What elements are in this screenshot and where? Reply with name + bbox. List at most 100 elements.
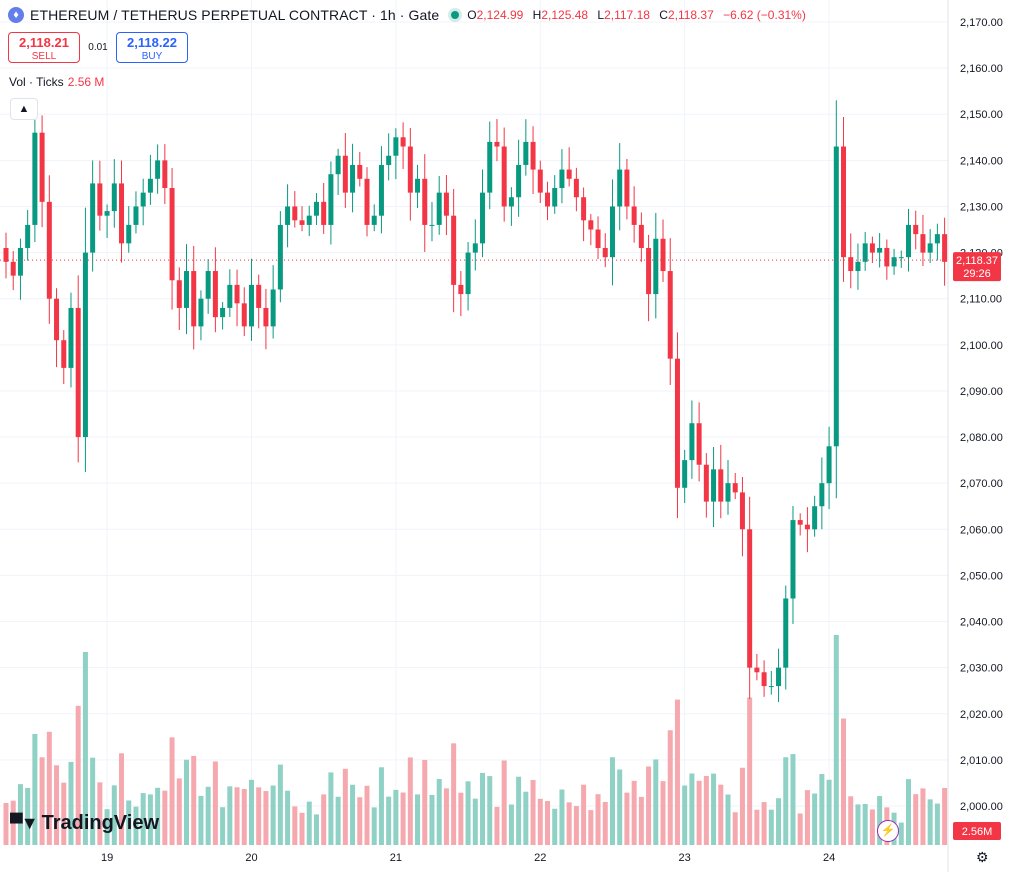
- candle-body: [386, 155, 392, 165]
- time-axis[interactable]: 19 20 21 22 23 24: [101, 852, 835, 864]
- candle-body: [761, 672, 767, 687]
- candle-body: [263, 307, 269, 327]
- volume-bar: [212, 761, 218, 845]
- volume-bar: [906, 779, 911, 845]
- volume-bar: [220, 807, 226, 845]
- sell-button[interactable]: 2,118.21 SELL: [8, 32, 80, 63]
- y-tick-label: 2,060.00: [960, 524, 1003, 536]
- lightning-icon[interactable]: ⚡: [877, 820, 899, 842]
- volume-bar: [494, 806, 500, 845]
- sell-price: 2,118.21: [19, 35, 69, 50]
- candle-body: [739, 492, 745, 530]
- volume-bar: [75, 705, 81, 845]
- candle-body: [862, 243, 868, 262]
- candle-body: [97, 183, 103, 216]
- candle-body: [17, 247, 23, 276]
- candle-body: [653, 238, 659, 295]
- volume-bar: [812, 793, 818, 845]
- ethereum-icon[interactable]: ♦: [8, 7, 24, 23]
- volume-bar: [508, 804, 514, 845]
- volume-bar: [638, 796, 644, 845]
- volume-bar: [501, 760, 507, 845]
- volume-legend[interactable]: Vol · Ticks 2.56 M: [9, 75, 104, 89]
- candle-body: [248, 284, 254, 327]
- candle-body: [32, 132, 38, 225]
- volume-bar: [104, 809, 110, 845]
- buy-price: 2,118.22: [127, 35, 177, 50]
- candle-body: [841, 146, 847, 258]
- volume-badge: [953, 822, 1001, 840]
- candle-body: [660, 238, 666, 272]
- chevron-up-icon[interactable]: ▲: [10, 98, 38, 120]
- volume-bar: [371, 807, 377, 845]
- volume-bar: [934, 803, 940, 845]
- y-tick-label: 2,140.00: [960, 155, 1003, 167]
- x-tick-label: 22: [534, 852, 546, 864]
- volume-bar: [674, 699, 680, 845]
- volume-bar: [689, 773, 695, 845]
- candle-body: [68, 307, 74, 368]
- volume-bar: [126, 800, 132, 845]
- volume-bar: [783, 757, 789, 845]
- candle-body: [552, 188, 558, 207]
- candle-body: [277, 224, 283, 290]
- gear-icon[interactable]: ⚙: [976, 849, 989, 865]
- candle-body: [523, 141, 529, 165]
- chart-header: ♦ ETHEREUM / TETHERUS PERPETUAL CONTRACT…: [8, 7, 812, 23]
- candle-body: [350, 164, 356, 193]
- candle-body: [674, 358, 680, 488]
- candle-body: [487, 141, 493, 193]
- candle-body: [602, 247, 608, 258]
- volume-bar: [119, 753, 125, 845]
- buy-button[interactable]: 2,118.22 BUY: [116, 32, 188, 63]
- volume-bar: [313, 814, 319, 845]
- candle-body: [516, 164, 522, 198]
- candle-body: [501, 146, 507, 207]
- candle-body: [400, 137, 406, 147]
- candle-body: [212, 271, 218, 318]
- volume-bar: [530, 780, 536, 845]
- volume-bar: [436, 779, 442, 845]
- y-tick-label: 2,040.00: [960, 617, 1003, 629]
- price-axis[interactable]: 2,170.00 2,160.00 2,150.00 2,140.00 2,130.00…: [960, 17, 1003, 813]
- candle-body: [480, 192, 486, 244]
- volume-bar: [472, 798, 478, 845]
- volume-bar: [263, 791, 269, 845]
- candle-body: [191, 271, 197, 327]
- volume-bar: [696, 780, 702, 845]
- candle-body: [768, 686, 774, 688]
- trade-panel: 2,118.21 SELL 0.01 2,118.22 BUY: [8, 32, 188, 63]
- volume-bar: [61, 782, 67, 845]
- x-tick-label: 23: [679, 852, 691, 864]
- volume-bar: [581, 784, 587, 845]
- volume-bar: [25, 787, 31, 845]
- volume-bar: [617, 769, 623, 845]
- candle-body: [422, 178, 428, 225]
- volume-bar: [653, 759, 659, 845]
- candle-body: [783, 598, 789, 668]
- volume-bar: [804, 790, 810, 845]
- y-tick-label: 2,170.00: [960, 17, 1003, 29]
- volume-bar: [357, 797, 363, 845]
- candle-body: [848, 257, 854, 272]
- volume-bar: [898, 822, 904, 845]
- spread-value: 0.01: [88, 42, 108, 53]
- candle-body: [465, 252, 471, 295]
- volume-bar: [422, 759, 428, 845]
- candle-body: [667, 271, 673, 359]
- volume-bar: [227, 786, 233, 845]
- volume-bar: [761, 802, 767, 845]
- candle-body: [942, 234, 948, 262]
- buy-label: BUY: [141, 51, 163, 62]
- tradingview-logo[interactable]: ▀▼ TradingView: [10, 812, 159, 835]
- candle-body: [609, 206, 615, 258]
- candle-body: [90, 183, 96, 253]
- symbol-title[interactable]: ETHEREUM / TETHERUS PERPETUAL CONTRACT ·…: [30, 7, 440, 23]
- candle-body: [155, 160, 161, 179]
- volume-bar: [429, 794, 435, 845]
- volume-bar: [205, 786, 211, 845]
- y-tick-label: 2,130.00: [960, 201, 1003, 213]
- candle-body: [682, 460, 688, 488]
- x-tick-label: 19: [101, 852, 113, 864]
